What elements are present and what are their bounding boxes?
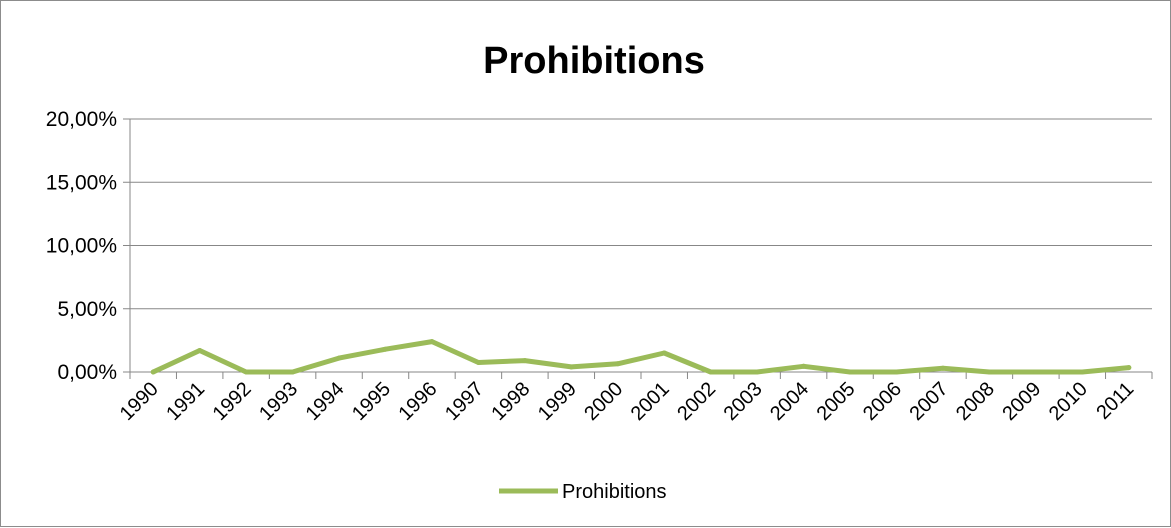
data-point — [243, 369, 249, 375]
data-point — [1033, 369, 1039, 375]
y-tick-label: 0,00% — [57, 361, 117, 384]
y-tick-label: 5,00% — [57, 298, 117, 321]
y-axis-ticks: 0,00% 5,00% 10,00% 15,00% 20,00% — [46, 108, 130, 384]
data-point — [336, 355, 342, 361]
x-tick-label: 2003 — [720, 378, 767, 425]
data-point — [383, 346, 388, 352]
data-point — [708, 369, 714, 375]
data-point — [150, 369, 156, 375]
data-point — [661, 350, 667, 356]
x-tick-label: 1999 — [534, 378, 581, 425]
data-point — [847, 369, 853, 375]
x-tick-label: 1991 — [162, 378, 209, 425]
y-tick-label: 15,00% — [46, 171, 117, 194]
x-tick-label: 2011 — [1092, 378, 1138, 424]
x-tick-label: 1995 — [348, 378, 395, 425]
legend: Prohibitions — [499, 481, 667, 503]
series-layer — [150, 339, 1132, 375]
data-point — [894, 369, 899, 375]
legend-label: Prohibitions — [562, 481, 667, 503]
data-point — [754, 369, 760, 375]
data-point — [568, 364, 574, 370]
x-axis: 1990 1991 1992 1993 1994 1995 1996 1997 1998 1999… — [116, 119, 1153, 425]
data-point — [290, 369, 296, 375]
x-tick-label: 2007 — [905, 378, 952, 425]
data-point — [615, 361, 621, 367]
x-tick-label: 2006 — [859, 378, 906, 425]
x-tick-label: 1998 — [487, 378, 534, 425]
data-point — [475, 360, 481, 366]
x-tick-label: 1996 — [394, 378, 441, 425]
x-tick-label: 1994 — [302, 378, 349, 425]
chart-title: Prohibitions — [483, 40, 705, 82]
x-tick-label: 2001 — [627, 378, 674, 425]
gridlines — [130, 118, 1152, 310]
x-tick-label: 2004 — [766, 378, 813, 425]
x-tick-label: 2000 — [580, 378, 627, 425]
x-tick-label: 1990 — [116, 378, 163, 425]
data-point — [801, 363, 807, 369]
data-point — [940, 365, 946, 371]
y-tick-label: 10,00% — [46, 235, 117, 258]
x-tick-label: 1997 — [441, 378, 488, 425]
x-tick-label: 1992 — [209, 378, 256, 425]
data-point — [429, 339, 435, 345]
x-tick-label: 2002 — [673, 378, 720, 425]
x-tick-label: 2008 — [952, 378, 999, 425]
x-tick-label: 2005 — [813, 378, 860, 425]
data-point — [1079, 369, 1085, 375]
data-point — [522, 358, 528, 364]
data-point — [986, 369, 992, 375]
x-tick-label: 1993 — [255, 378, 302, 425]
y-tick-label: 20,00% — [46, 108, 117, 131]
x-tick-label: 2009 — [998, 378, 1045, 425]
series-line — [150, 339, 1132, 375]
data-point — [1126, 365, 1132, 371]
data-point — [197, 347, 203, 353]
x-tick-label: 2010 — [1045, 378, 1092, 425]
